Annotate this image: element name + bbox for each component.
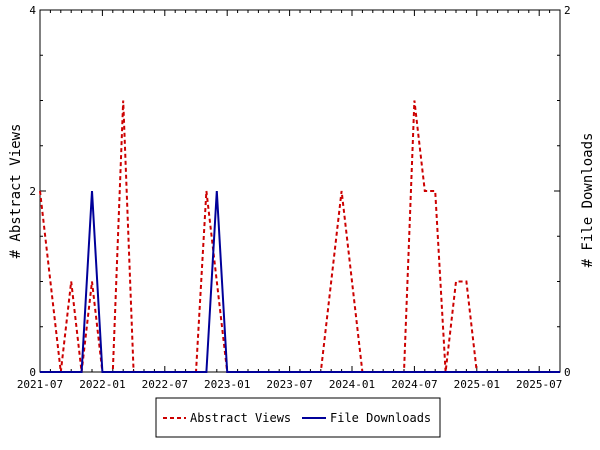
x-tick-label: 2023-07 <box>266 378 312 391</box>
x-tick-label: 2022-07 <box>142 378 188 391</box>
series-layer <box>39 100 560 373</box>
x-axis: 2021-07 2022-01 2022-07 2023-01 2023-07 2024-… <box>17 10 562 391</box>
y-right-tick-label: 2 <box>564 4 571 17</box>
y-axis-right: 02 <box>554 4 571 379</box>
y-left-tick-label: 2 <box>29 185 36 198</box>
x-tick-label: 2023-01 <box>204 378 250 391</box>
legend-label-file-downloads: File Downloads <box>330 411 431 425</box>
y-left-axis-title: # Abstract Views <box>8 124 24 259</box>
legend: Abstract Views File Downloads <box>155 397 441 438</box>
legend-box <box>155 397 441 438</box>
y-right-axis-title: # File Downloads <box>580 133 596 268</box>
x-tick-label: 2024-01 <box>329 378 375 391</box>
plot-area <box>39 9 561 373</box>
x-tick-label: 2024-07 <box>391 378 437 391</box>
legend-label-abstract-views: Abstract Views <box>190 411 291 425</box>
x-tick-label: 2021-07 <box>17 378 63 391</box>
x-tick-label: 2022-01 <box>79 378 125 391</box>
y-right-tick-label: 0 <box>564 366 571 379</box>
series-line-file-downloads <box>40 190 560 373</box>
x-tick-label: 2025-01 <box>454 378 500 391</box>
x-tick-label: 2025-07 <box>516 378 562 391</box>
y-left-tick-label: 0 <box>29 366 36 379</box>
y-left-tick-label: 4 <box>29 4 36 17</box>
